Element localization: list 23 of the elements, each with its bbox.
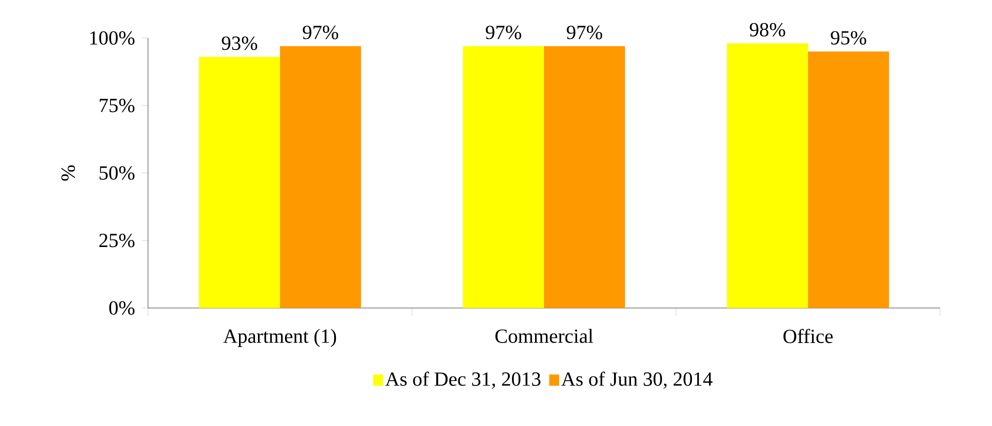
bar <box>463 46 544 308</box>
y-tick-label: 100% <box>90 31 134 45</box>
bar <box>808 51 890 308</box>
y-tick-label: 25% <box>99 234 134 248</box>
data-label: 97% <box>486 26 522 40</box>
bar <box>727 43 808 308</box>
y-tick-label: 0% <box>109 301 134 315</box>
data-label: 93% <box>222 36 258 50</box>
data-label: 97% <box>566 26 602 40</box>
legend-label: As of Dec 31, 2013 <box>385 372 540 389</box>
data-label: 95% <box>830 31 866 45</box>
x-tick-label: Apartment (1) <box>223 328 336 348</box>
legend-label: As of Jun 30, 2014 <box>561 372 712 389</box>
y-axis-title: % <box>61 165 75 181</box>
bar <box>280 46 362 308</box>
x-tick-label: Office <box>783 328 833 344</box>
y-tick-label: 50% <box>100 166 134 180</box>
bar <box>544 46 626 308</box>
y-tick-label: 75% <box>100 98 134 112</box>
bar <box>199 56 280 308</box>
data-label: 98% <box>750 22 786 37</box>
x-tick-label: Commercial <box>495 328 594 343</box>
data-label: 97% <box>302 26 338 40</box>
